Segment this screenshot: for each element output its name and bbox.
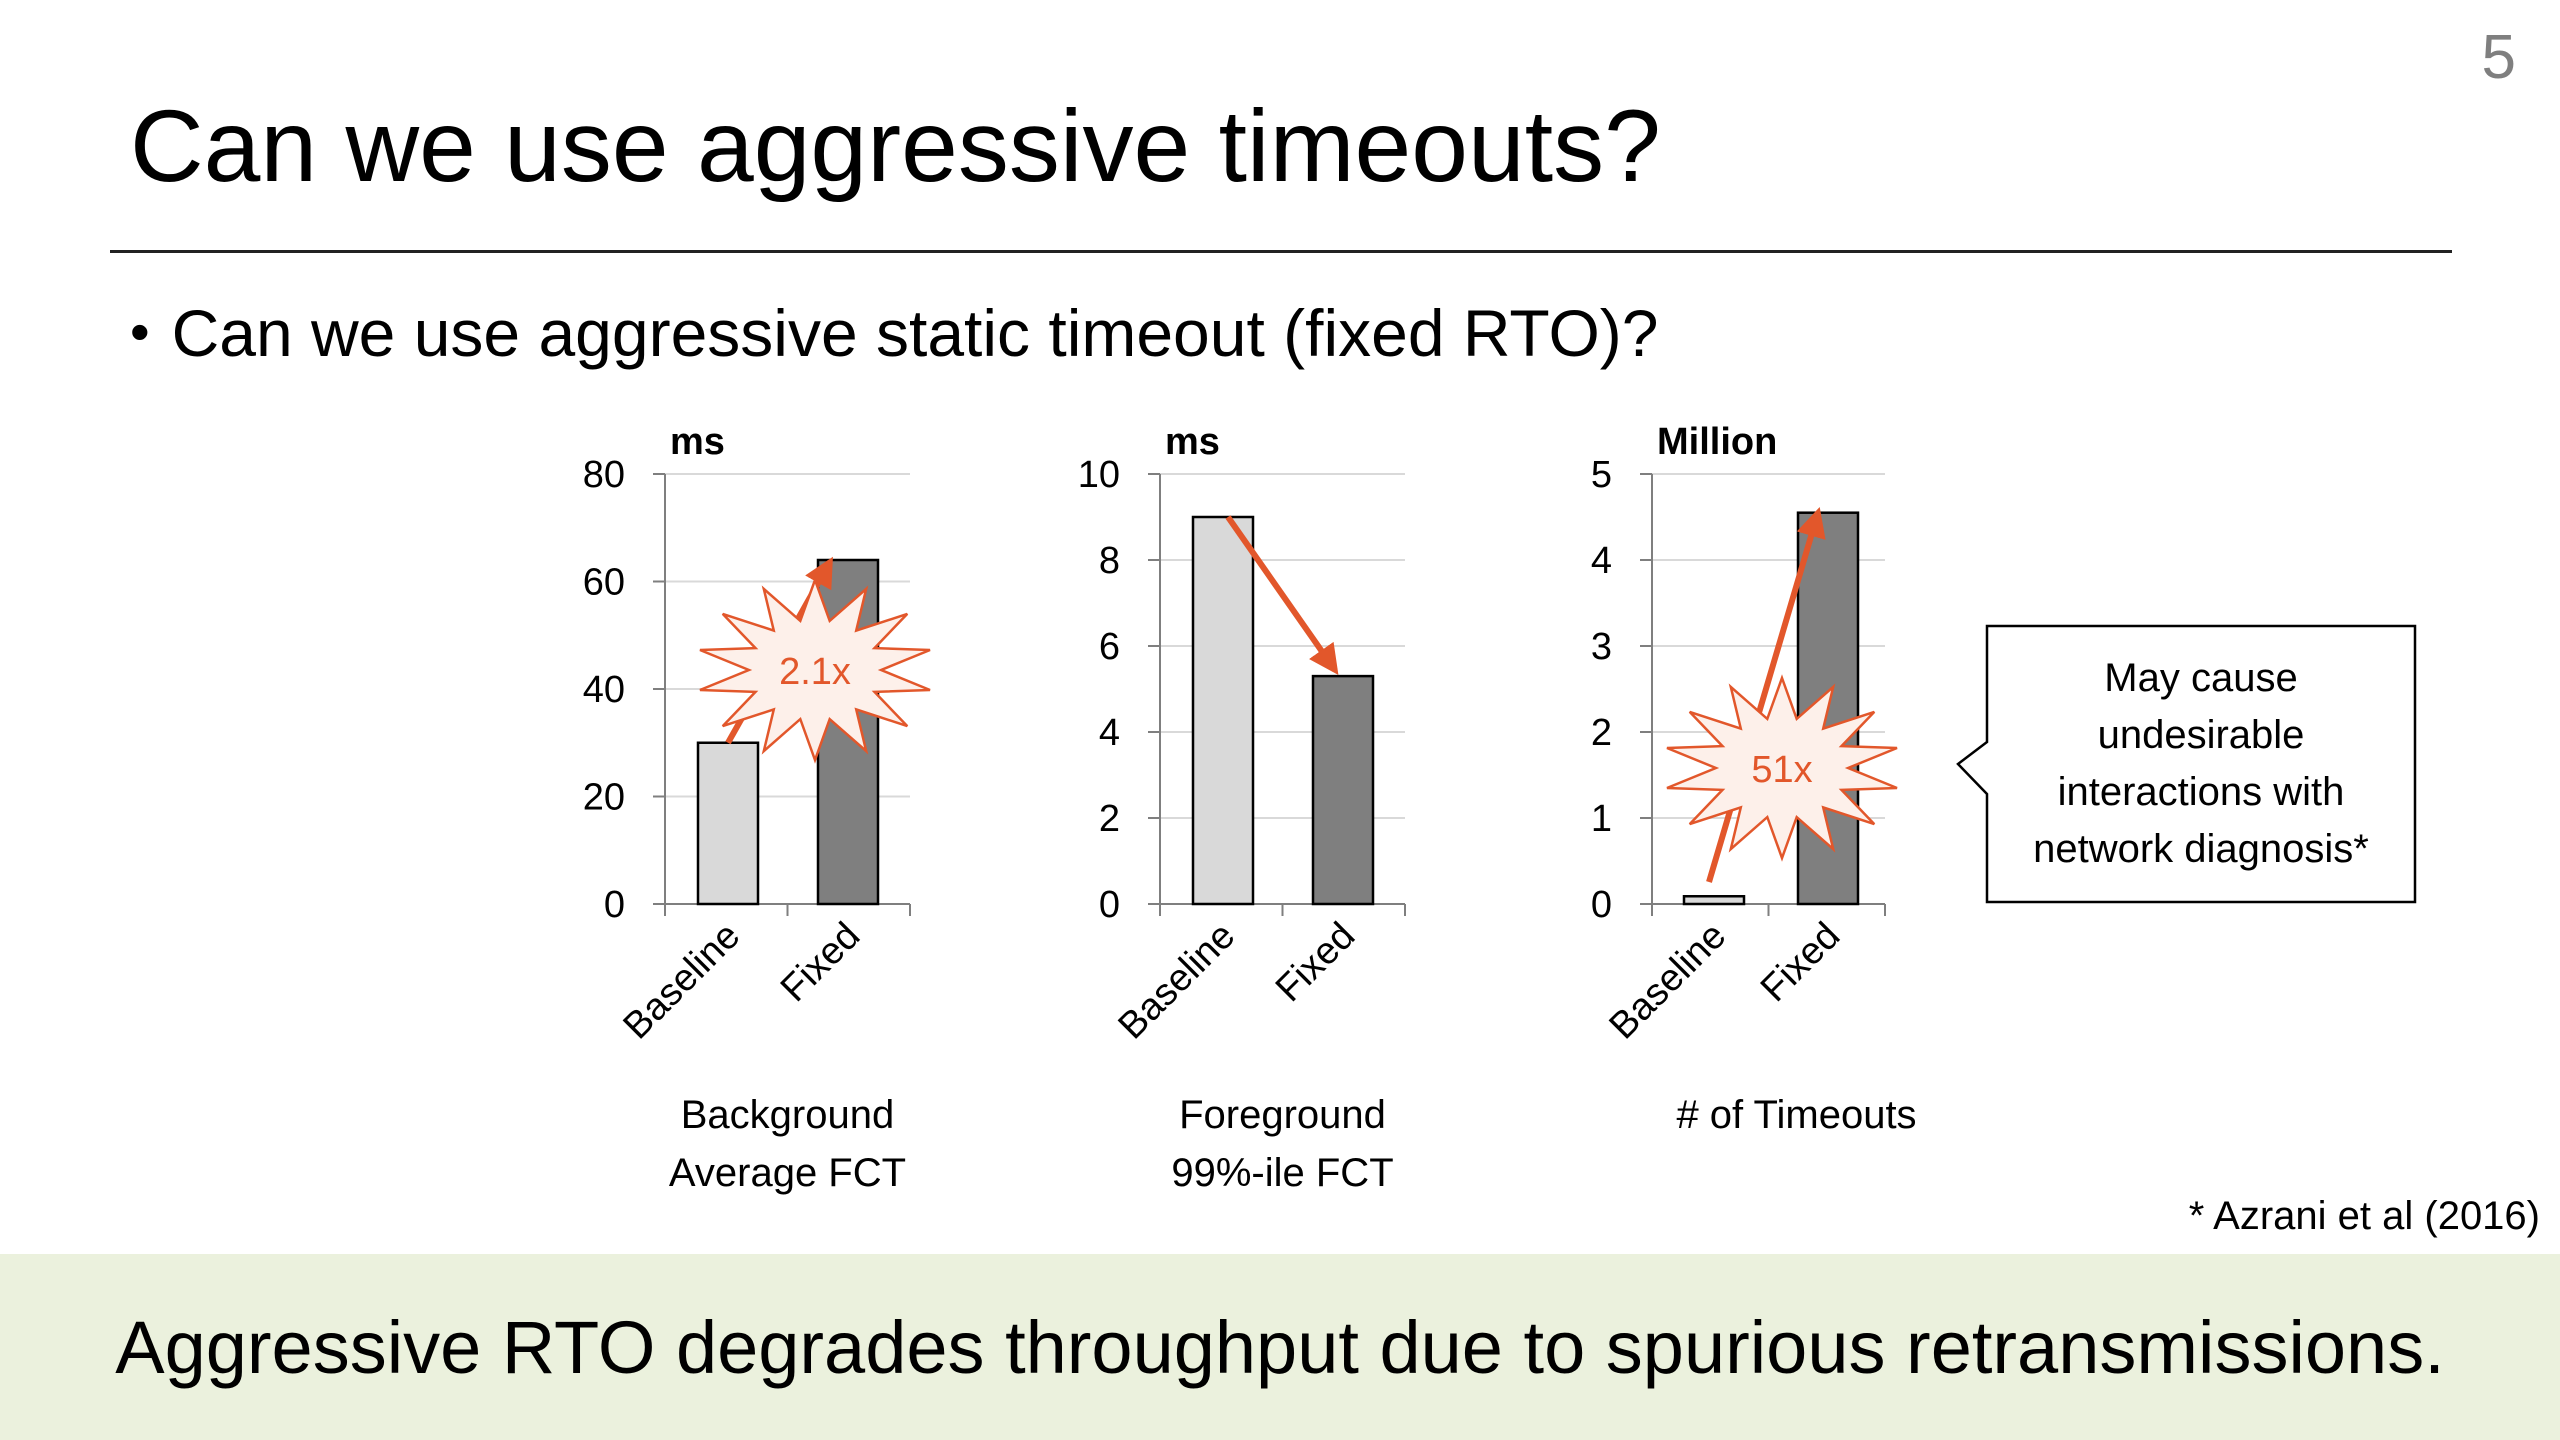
- trend-arrow: [1225, 515, 1339, 676]
- y-tick-label: 6: [1099, 626, 1120, 668]
- x-category-label: Baseline: [616, 915, 749, 1048]
- y-tick-label: 4: [1099, 712, 1120, 754]
- title-divider: [110, 250, 2452, 253]
- bar-fixed: [1311, 674, 1375, 906]
- callout-line: interactions with: [2057, 770, 2345, 814]
- y-tick-label: 10: [1078, 454, 1120, 496]
- y-tick-label: 60: [583, 562, 625, 604]
- y-tick-label: 3: [1591, 626, 1612, 668]
- y-tick-label: 5: [1591, 454, 1612, 496]
- callout-line: May cause: [2104, 656, 2298, 700]
- y-tick-label: 0: [604, 884, 625, 926]
- callout-line: undesirable: [2097, 713, 2305, 757]
- x-axis-caption: Background: [681, 1093, 894, 1137]
- unit-label: Million: [1657, 421, 1777, 463]
- x-axis-caption: Foreground: [1179, 1093, 1386, 1137]
- y-tick-label: 2: [1591, 712, 1612, 754]
- burst-label: 2.1x: [779, 651, 851, 693]
- x-axis-caption: # of Timeouts: [1676, 1093, 1916, 1137]
- y-tick-label: 8: [1099, 540, 1120, 582]
- conclusion-banner: Aggressive RTO degrades throughput due t…: [0, 1254, 2560, 1440]
- x-category-label: Fixed: [773, 915, 868, 1010]
- x-category-label: Baseline: [1602, 915, 1735, 1048]
- callout-line: network diagnosis*: [2033, 827, 2369, 871]
- slide-title: Can we use aggressive timeouts?: [130, 89, 1661, 203]
- y-tick-label: 1: [1591, 798, 1612, 840]
- x-category-label: Fixed: [1268, 915, 1363, 1010]
- y-tick-label: 0: [1099, 884, 1120, 926]
- y-tick-label: 80: [583, 454, 625, 496]
- banner-text: Aggressive RTO degrades throughput due t…: [115, 1305, 2445, 1389]
- y-tick-label: 40: [583, 669, 625, 711]
- burst-shape: [1666, 674, 1898, 862]
- bar-baseline: [1191, 515, 1255, 906]
- x-category-label: Baseline: [1111, 915, 1244, 1048]
- x-axis-caption: Average FCT: [669, 1151, 906, 1195]
- chart-2: ms 0 2 4 6 8 10 Baseline Fixed Foreground 99%-ile …: [1078, 421, 1406, 1195]
- bullet-item: • Can we use aggressive static timeout (…: [130, 300, 1658, 366]
- bar-baseline: [696, 741, 760, 906]
- bullet-text: Can we use aggressive static timeout (fi…: [171, 296, 1659, 370]
- footnote: * Azrani et al (2016): [2188, 1194, 2540, 1238]
- x-category-label: Fixed: [1753, 915, 1848, 1010]
- y-tick-label: 2: [1099, 798, 1120, 840]
- callout-box: [1956, 624, 2417, 904]
- y-tick-label: 4: [1591, 540, 1612, 582]
- y-tick-label: 20: [583, 777, 625, 819]
- bullet-dot-icon: •: [130, 300, 150, 363]
- trend-arrow: [1706, 506, 1826, 883]
- chart-3: Million 0 1 2 3 4 5 Baseline Fixed # of Timeouts 5…: [1591, 421, 1917, 1137]
- callout-text: May cause undesirable interactions with …: [1985, 650, 2417, 878]
- burst-shape: [699, 576, 931, 764]
- chart-1: ms 0 20 40 60 80 Baseline Fixed Background Averag…: [583, 421, 931, 1195]
- slide-number: 5: [2481, 23, 2516, 92]
- burst-label: 51x: [1751, 749, 1812, 791]
- unit-label: ms: [1165, 421, 1220, 463]
- unit-label: ms: [670, 421, 725, 463]
- y-tick-label: 0: [1591, 884, 1612, 926]
- bar-baseline: [1682, 895, 1746, 906]
- x-axis-caption: 99%-ile FCT: [1171, 1151, 1393, 1195]
